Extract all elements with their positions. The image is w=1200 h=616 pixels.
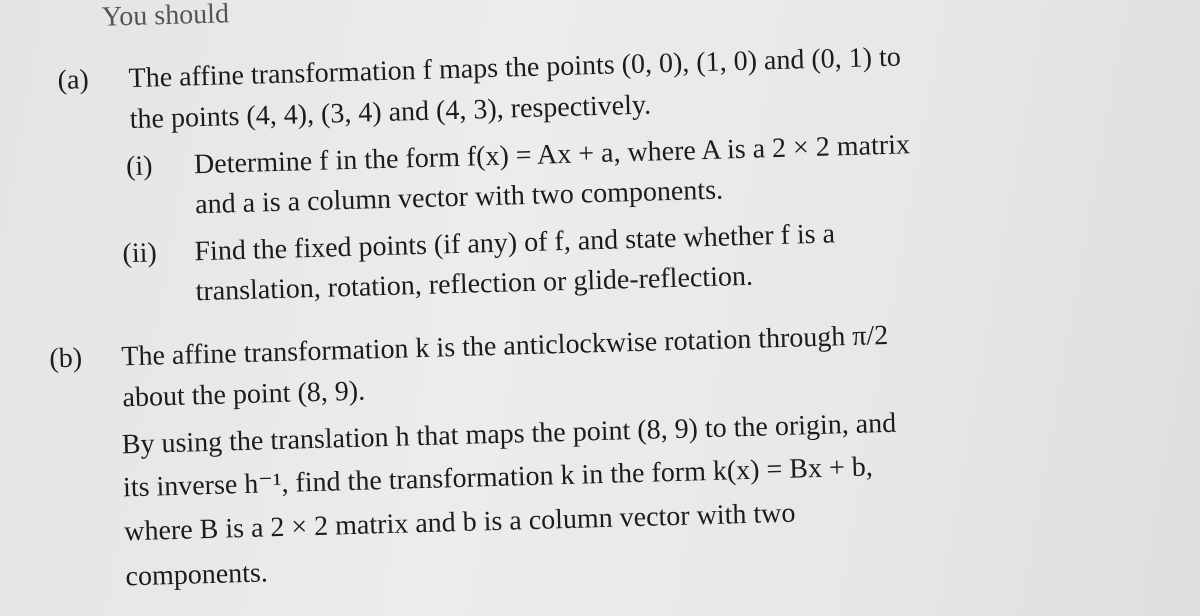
- intro: You should: [101, 0, 230, 33]
- text-line: By using the translation h that maps the…: [121, 407, 897, 461]
- text-line: its inverse h⁻¹, find the transformation…: [122, 451, 874, 504]
- text-line: The affine transformation f maps the poi…: [128, 41, 902, 95]
- text-line: where B is a 2 × 2 matrix and b is a col…: [123, 497, 796, 548]
- text-line: about the point (8, 9).: [122, 375, 366, 414]
- part-label: (a): [57, 64, 90, 97]
- sub-label: (ii): [122, 237, 158, 270]
- text-line: components.: [125, 557, 269, 593]
- text-line: the points (4, 4), (3, 4) and (4, 3), re…: [129, 89, 652, 136]
- text-line: Find the fixed points (if any) of f, and…: [194, 218, 836, 268]
- text-line: The affine transformation k is the antic…: [120, 319, 889, 373]
- part-label: (b): [48, 342, 83, 375]
- text-line: Determine f in the form f(x) = Ax + a, w…: [193, 129, 911, 181]
- text-line: translation, rotation, reflection or gli…: [195, 260, 754, 308]
- text-line: and a is a column vector with two compon…: [194, 174, 724, 221]
- sub-label: (i): [125, 150, 153, 183]
